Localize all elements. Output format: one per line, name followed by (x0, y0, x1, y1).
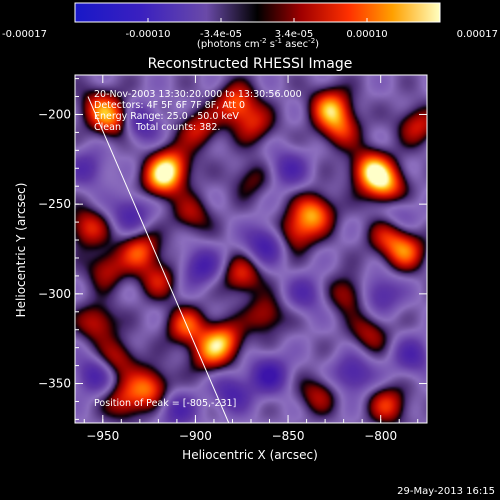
peak-position-label: Position of Peak = [-805,-231] (94, 398, 236, 409)
chart-title: Reconstructed RHESSI Image (148, 56, 353, 72)
detectors-label: Detectors: 4F 5F 6F 7F 8F, Att 0 (94, 100, 245, 111)
colorbar-tick-label: 0.00010 (346, 29, 387, 40)
y-tick-label: −350 (38, 377, 71, 391)
y-axis-label: Heliocentric Y (arcsec) (14, 183, 28, 318)
heatmap-image (75, 75, 427, 423)
colorbar-tick-label: -3.4e-05 (200, 29, 242, 40)
colorbar-unit: (photons cm-2 s-1 asec-2) (197, 37, 319, 50)
colorbar-tick-label: -0.00017 (2, 29, 47, 40)
colorbar-ticks: -0.00017 -0.00010 -3.4e-05 3.4e-05 0.00010 0.… (2, 18, 498, 40)
solar-limb-line (87, 96, 230, 423)
x-tick-label: −800 (364, 429, 397, 443)
colorbar (74, 2, 441, 23)
time-range-label: 20-Nov-2003 13:30:20.000 to 13:30:56.000 (94, 89, 302, 100)
y-tick-label: −300 (38, 287, 71, 301)
x-tick-label: −850 (272, 429, 305, 443)
colorbar-tick-label: -0.00010 (126, 29, 171, 40)
colorbar-tick-label: 0.00017 (457, 29, 498, 40)
x-tick-label: −950 (86, 429, 119, 443)
axis-ticks: −950 −900 −850 −800 −200 −250 −300 −350 (38, 75, 427, 443)
x-axis-label: Heliocentric X (arcsec) (182, 448, 318, 462)
footer-date: 29-May-2013 16:15 (397, 486, 495, 497)
energy-range-label: Energy Range: 25.0 - 50.0 keV (94, 111, 239, 122)
clean-counts-label: Clean Total counts: 382. (94, 122, 220, 133)
y-tick-label: −250 (38, 197, 71, 211)
colorbar-tick-label: 3.4e-05 (275, 29, 313, 40)
x-tick-label: −900 (179, 429, 212, 443)
y-tick-label: −200 (38, 107, 71, 121)
